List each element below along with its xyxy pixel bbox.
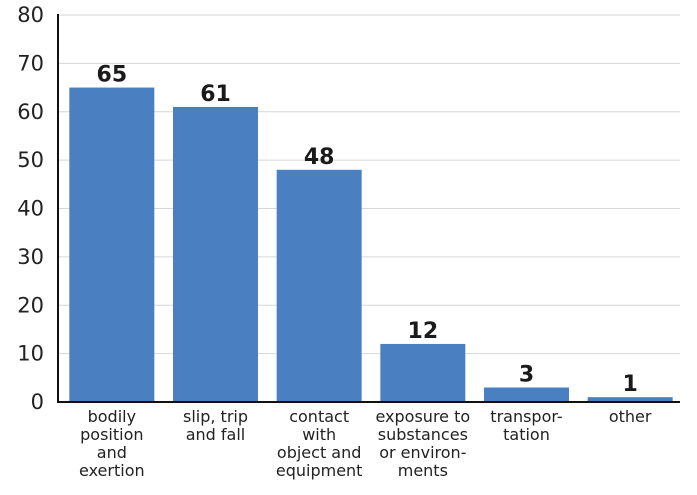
- category-label-line: bodily: [88, 407, 136, 426]
- category-label-2: contact with object and equipment: [276, 407, 363, 480]
- category-label-line: equipment: [276, 461, 363, 480]
- y-tick-label: 20: [17, 293, 44, 317]
- y-tick-label: 30: [17, 245, 44, 269]
- category-label-line: with: [302, 425, 336, 444]
- y-tick-label: 50: [17, 148, 44, 172]
- y-tick-label: 60: [17, 100, 44, 124]
- y-tick-label: 40: [17, 197, 44, 221]
- category-label-line: other: [609, 407, 652, 426]
- category-label-4: transpor-tation: [490, 407, 562, 444]
- category-label-3: exposure to substances or environ-ments: [375, 407, 470, 480]
- category-label-line: tation: [503, 425, 550, 444]
- y-tick-label: 10: [17, 342, 44, 366]
- data-label-5: 1: [623, 372, 638, 397]
- category-label-line: object and: [277, 443, 362, 462]
- category-label-0: bodily position and exertion: [79, 407, 145, 480]
- axes: [57, 14, 680, 403]
- bar-0: [69, 87, 155, 402]
- y-tick-label: 0: [31, 390, 44, 414]
- data-label-4: 3: [519, 362, 534, 387]
- category-label-line: and fall: [186, 425, 246, 444]
- category-label-line: contact: [289, 407, 349, 426]
- bar-4: [483, 387, 570, 402]
- y-tick-labels: 0 10 20 30 40 50 60 70 80: [17, 3, 44, 414]
- category-label-line: position: [80, 425, 143, 444]
- category-label-line: substances: [378, 425, 468, 444]
- category-label-line: and: [97, 443, 127, 462]
- y-tick-label: 80: [17, 3, 44, 27]
- category-label-1: slip, trip and fall: [183, 407, 248, 444]
- category-label-line: transpor-: [490, 407, 562, 426]
- data-label-3: 12: [408, 319, 439, 344]
- bar-5: [587, 397, 673, 402]
- data-label-1: 61: [200, 82, 231, 107]
- y-tick-label: 70: [17, 51, 44, 75]
- bars: [69, 87, 673, 402]
- x-category-labels: bodily position and exertion slip, trip and f…: [79, 407, 652, 480]
- category-label-line: or environ-: [379, 443, 466, 462]
- bar-3: [380, 343, 466, 402]
- category-label-line: exertion: [79, 461, 145, 480]
- bar-1: [172, 106, 259, 402]
- category-label-line: ments: [398, 461, 448, 480]
- bar-2: [276, 169, 362, 402]
- data-label-2: 48: [304, 145, 335, 170]
- data-label-0: 65: [97, 63, 128, 88]
- gridlines: [58, 14, 680, 355]
- data-labels: 65 61 48 12 3 1: [97, 63, 638, 398]
- category-label-line: slip, trip: [183, 407, 248, 426]
- category-label-5: other: [609, 407, 652, 426]
- category-label-line: exposure to: [375, 407, 470, 426]
